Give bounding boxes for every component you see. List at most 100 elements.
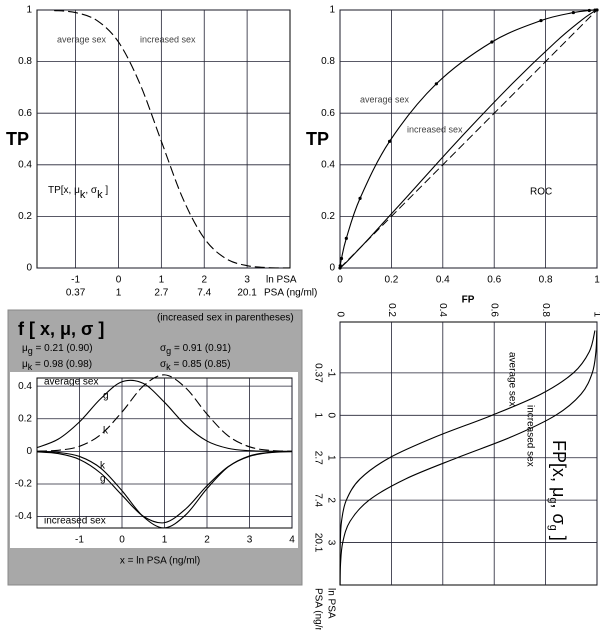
subtitle: (increased sex in parentheses)	[157, 313, 294, 324]
y-tick-label: 0	[329, 263, 335, 274]
series-label: g	[100, 474, 106, 485]
point	[358, 196, 362, 200]
x-tick-label: -1	[75, 535, 84, 546]
param: σg = 0.91 (0.91)	[160, 343, 231, 357]
x-tick-label: 3	[247, 535, 253, 546]
x-tick-label: 0	[116, 275, 122, 286]
series-label: g	[103, 391, 109, 402]
point	[388, 139, 392, 143]
y-tick-label: 0.2	[18, 413, 32, 424]
panel-title: f [ x, μ, σ ]	[18, 319, 104, 339]
param-part: = 0.21 (0.90)	[33, 343, 93, 354]
title-sub: k	[80, 189, 86, 201]
y-tick-label: 0.6	[18, 108, 32, 119]
param-sub: g	[28, 346, 33, 356]
param-part: = 0.98 (0.98)	[32, 359, 92, 370]
y-tick-label: 0.8	[18, 56, 32, 67]
y-tick-label: 0.2	[321, 211, 335, 222]
x-tick-label: 2	[201, 275, 207, 286]
param-part: σ	[160, 343, 167, 354]
series-line	[36, 374, 293, 452]
param-sub: k	[166, 362, 171, 372]
series-line	[36, 379, 293, 452]
x-tick-label-psa: 1	[116, 288, 122, 299]
x-tick-label: -1	[325, 368, 336, 377]
panel-title: FP[x, μg, σg ]	[547, 440, 569, 541]
x-tick-label: 0.4	[436, 275, 450, 286]
param-part: μ	[22, 343, 28, 354]
panel-title: ROC	[530, 187, 552, 198]
x-tick-label: 0.8	[539, 275, 553, 286]
param-sub: g	[166, 346, 171, 356]
plot-frame	[36, 9, 291, 269]
y-tick-label: 0.8	[321, 56, 335, 67]
series-label: average sex	[360, 94, 410, 104]
param-sub: k	[28, 362, 33, 372]
annotation: increased sex	[140, 34, 196, 44]
title-part: , σ	[549, 504, 569, 525]
diagonal	[339, 9, 598, 269]
point	[434, 82, 438, 86]
y-tick-label: 0.6	[321, 108, 335, 119]
x-label: x = ln PSA (ng/ml)	[120, 556, 200, 567]
series-line	[339, 330, 596, 586]
y-tick-label: 0	[26, 263, 32, 274]
point	[571, 10, 575, 15]
x-label: FP	[462, 295, 475, 306]
y-tick-label: 1	[329, 5, 335, 16]
title-part: , σ	[85, 185, 98, 196]
param-part: = 0.91 (0.91)	[171, 343, 231, 354]
x-tick-label: 3	[244, 275, 250, 286]
series-line	[339, 9, 598, 269]
y-tick-label: 0.4	[18, 381, 32, 392]
x-tick-label: -1	[71, 275, 80, 286]
y-tick-label: 0.4	[18, 159, 32, 170]
series-line	[36, 451, 293, 524]
x-tick-label: 0	[119, 535, 125, 546]
point	[339, 256, 344, 261]
annotation: average sex	[57, 34, 107, 44]
x-tick-label: 1	[325, 455, 336, 461]
x-tick-label-psa: 0.37	[312, 363, 323, 383]
x-tick-label-psa: 20.1	[237, 288, 257, 299]
param: μk = 0.98 (0.98)	[22, 359, 92, 373]
series-label: increased sex	[407, 124, 463, 134]
y-label: TP	[6, 129, 29, 149]
x-tick-label: 0	[325, 413, 336, 419]
title-part: ]	[549, 531, 569, 541]
y-tick-label: 0.2	[18, 211, 32, 222]
y-tick-label: -0.2	[15, 479, 33, 490]
param-part: μ	[22, 359, 28, 370]
x-tick-label-psa: 2.7	[154, 288, 168, 299]
series-line	[54, 9, 291, 269]
x-tick-label: 0.6	[487, 275, 501, 286]
y-tick-label: 0	[334, 311, 345, 317]
x-label: PSA (ng/ml)	[264, 288, 317, 299]
param-part: σ	[160, 359, 167, 370]
title-part: TP[x, μ	[48, 185, 80, 196]
y-tick-label: 1	[591, 311, 600, 317]
x-tick-label: 4	[289, 535, 295, 546]
y-tick-label: -0.4	[15, 511, 33, 522]
x-label: ln PSA	[325, 588, 336, 619]
x-tick-label: 2	[325, 497, 336, 503]
density-plot-bg	[10, 372, 298, 548]
x-tick-label: 0	[337, 275, 343, 286]
series-label: increased sex	[524, 405, 535, 467]
param-part: = 0.85 (0.85)	[171, 359, 231, 370]
y-tick-label: 0.4	[437, 303, 448, 317]
y-tick-label: 0.8	[540, 303, 551, 317]
x-tick-label-psa: 7.4	[197, 288, 211, 299]
panel-title: TP[x, μk, σk ]	[48, 185, 108, 201]
x-tick-label: 1	[594, 275, 600, 286]
point	[587, 8, 591, 13]
x-label: ln PSA	[266, 275, 297, 286]
point	[539, 18, 543, 23]
annotation: increased sex	[44, 516, 106, 527]
series-label: k	[103, 426, 109, 437]
title-part: ]	[103, 185, 109, 196]
x-tick-label: 0.2	[384, 275, 398, 286]
title-sub: g	[547, 525, 559, 531]
